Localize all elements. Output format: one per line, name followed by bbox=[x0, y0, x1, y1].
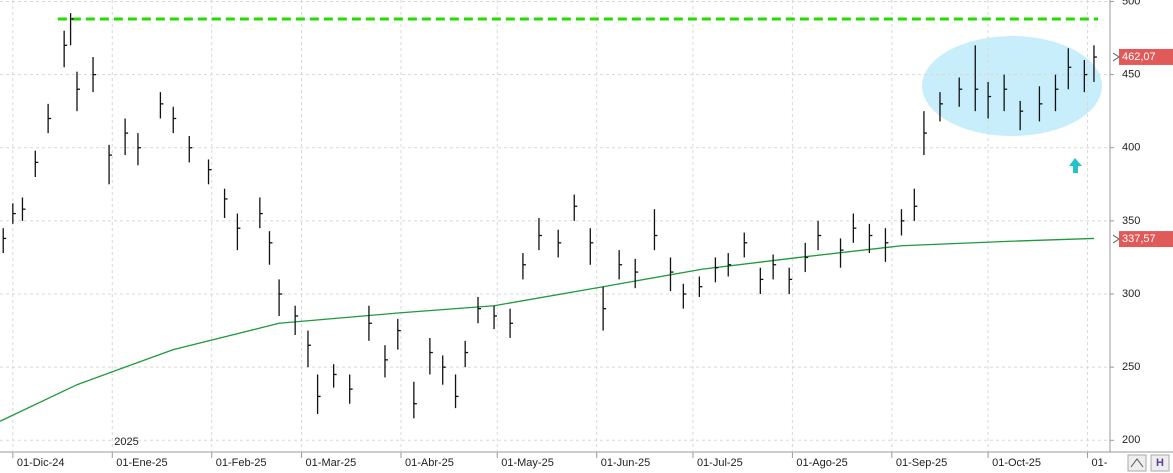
y-tick-label: 250 bbox=[1122, 361, 1140, 373]
price-label: 462,07 bbox=[1122, 51, 1156, 63]
x-tick-label: 01-Feb-25 bbox=[216, 457, 267, 469]
price-label-box bbox=[1119, 231, 1173, 248]
price-label-box bbox=[1119, 48, 1173, 65]
x-tick-label: 01- bbox=[1092, 457, 1108, 469]
x-tick-label: 01-Abr-25 bbox=[405, 457, 454, 469]
y-tick-label: 200 bbox=[1122, 434, 1140, 446]
price-pointer bbox=[1112, 52, 1120, 62]
x-tick-label: 01-May-25 bbox=[501, 457, 554, 469]
y-tick-label: 450 bbox=[1122, 69, 1140, 81]
y-tick-label: 350 bbox=[1122, 215, 1140, 227]
moving-average bbox=[0, 237, 1094, 422]
year-label: 2025 bbox=[114, 436, 138, 448]
tool-icon bbox=[1130, 458, 1144, 468]
price-label: 337,57 bbox=[1122, 233, 1156, 245]
price-pointer bbox=[1112, 234, 1120, 244]
tool-icon: H bbox=[1156, 457, 1164, 469]
tool-button[interactable] bbox=[1150, 454, 1170, 472]
x-tick-label: 01-Ene-25 bbox=[116, 457, 167, 469]
x-tick-label: 01-Jun-25 bbox=[601, 457, 651, 469]
y-tick-label: 400 bbox=[1122, 142, 1140, 154]
up-arrow bbox=[1069, 158, 1082, 173]
x-tick-label: 01-Oct-25 bbox=[992, 457, 1041, 469]
x-tick-label: 01-Mar-25 bbox=[306, 457, 357, 469]
y-tick-label: 300 bbox=[1122, 288, 1140, 300]
x-tick-label: 01-Jul-25 bbox=[697, 457, 743, 469]
x-tick-label: 01-Ago-25 bbox=[796, 457, 847, 469]
x-tick-label: 01-Dic-24 bbox=[17, 457, 65, 469]
y-tick-label: 500 bbox=[1122, 0, 1140, 7]
x-tick-label: 01-Sep-25 bbox=[896, 457, 947, 469]
tool-button[interactable] bbox=[1127, 454, 1147, 472]
highlight-ellipse bbox=[922, 36, 1102, 136]
